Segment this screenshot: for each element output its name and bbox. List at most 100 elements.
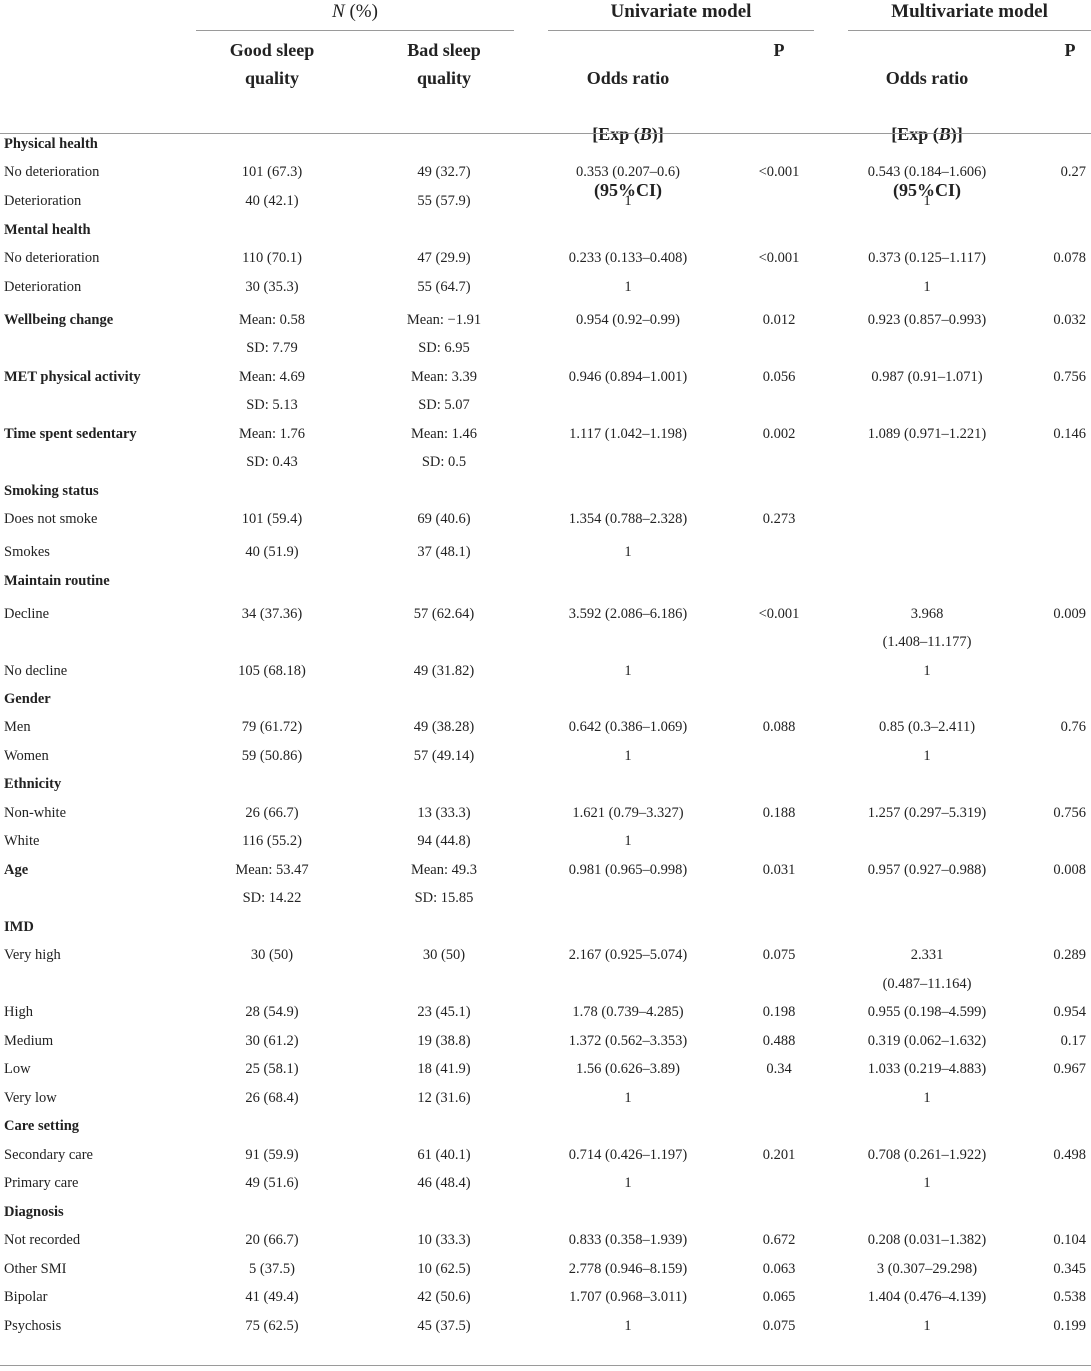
univariate-or-cell: 2.778 (0.946–8.159) (568, 1261, 688, 1277)
univariate-p-cell: 0.273 (762, 511, 796, 527)
table-row: Does not smoke 101 (59.4) 69 (40.6) 1.354 (… (0, 505, 1091, 533)
univariate-or-cell: 1.707 (0.968–3.011) (569, 1289, 687, 1305)
univariate-or-cell: 1.621 (0.79–3.327) (572, 805, 684, 821)
row-label: Low (4, 1061, 31, 1077)
n-percent-group-header: N (%) (196, 0, 514, 24)
univariate-p-cell: 0.672 (762, 1232, 796, 1248)
n-percent-suffix: (%) (344, 1, 378, 22)
multivariate-or-cell: 3.968 (910, 606, 944, 622)
section-label: IMD (4, 919, 34, 935)
multivariate-p-cell: 0.17 (1060, 1033, 1086, 1049)
multivariate-p-header: P (1064, 40, 1076, 60)
univariate-or-cell: 1 (624, 663, 632, 679)
multivariate-or-cell: 1 (923, 1175, 931, 1191)
bad-sleep-cell: 10 (33.3) (417, 1232, 471, 1248)
row-label: Other SMI (4, 1261, 67, 1277)
multivariate-p-cell: 0.345 (1053, 1261, 1086, 1277)
row-label: Not recorded (4, 1232, 81, 1248)
multivariate-p-cell: 0.27 (1060, 164, 1086, 180)
row-label: Smokes (4, 544, 50, 560)
bad-sleep-cell: Mean: 3.39 (410, 369, 478, 385)
row-label: White (4, 833, 40, 849)
univariate-or-cell: 0.946 (0.894–1.001) (568, 369, 688, 385)
n-group-underline (196, 30, 514, 31)
univariate-or-cell: 0.981 (0.965–0.998) (568, 862, 688, 878)
multivariate-or-cell: 1 (923, 1318, 931, 1334)
multivariate-or-cell: 1 (923, 1090, 931, 1106)
multivariate-or-cell: 0.543 (0.184–1.606) (867, 164, 987, 180)
multivariate-or-cell: (1.408–11.177) (882, 634, 972, 650)
section-row: Wellbeing change Mean: 0.58 Mean: −1.91 0.9… (0, 306, 1091, 334)
bad-sleep-cell: 45 (37.5) (417, 1318, 471, 1334)
multivariate-or-cell: 0.373 (0.125–1.117) (868, 250, 986, 266)
section-row: Mental health (0, 216, 1091, 244)
bad-sleep-cell: 46 (48.4) (417, 1175, 471, 1191)
multivariate-or-cell: 1.033 (0.219–4.883) (867, 1061, 987, 1077)
table-row: White 116 (55.2) 94 (44.8) 1 (0, 827, 1091, 855)
bad-sleep-cell: Mean: 1.46 (410, 426, 478, 442)
good-sleep-cell: Mean: 0.58 (238, 312, 306, 328)
univariate-or-cell: 0.833 (0.358–1.939) (568, 1232, 688, 1248)
univariate-or-cell: 1.117 (1.042–1.198) (569, 426, 687, 442)
good-sleep-cell: Mean: 1.76 (238, 426, 306, 442)
univariate-p-header: P (773, 40, 785, 60)
good-sleep-cell: SD: 14.22 (242, 890, 302, 906)
univariate-or-line3: (95%CI) (594, 180, 662, 200)
multivariate-or-cell: 1.257 (0.297–5.319) (867, 805, 987, 821)
univariate-or-cell: 1 (624, 833, 632, 849)
multivariate-p-cell: 0.756 (1053, 369, 1086, 385)
bad-sleep-cell: 19 (38.8) (417, 1033, 471, 1049)
multivariate-p-cell: 0.199 (1053, 1318, 1086, 1334)
row-label: No deterioration (4, 250, 100, 266)
multivariate-p-cell: 0.032 (1053, 312, 1086, 328)
univariate-p-cell: 0.012 (762, 312, 796, 328)
univariate-or-cell: 0.642 (0.386–1.069) (568, 719, 688, 735)
good-sleep-cell: 91 (59.9) (245, 1147, 299, 1163)
bad-sleep-cell: 12 (31.6) (417, 1090, 471, 1106)
good-sleep-cell: 26 (66.7) (245, 805, 299, 821)
section-label: Care setting (4, 1118, 80, 1134)
good-sleep-cell: 105 (68.18) (238, 663, 306, 679)
bad-sleep-cell: 37 (48.1) (417, 544, 471, 560)
row-label: No decline (4, 663, 68, 679)
univariate-or-cell: 1 (624, 1090, 632, 1106)
row-label: High (4, 1004, 33, 1020)
table-row: Deterioration 30 (35.3) 55 (64.7) 1 1 (0, 273, 1091, 301)
bad-sleep-cell: 10 (62.5) (417, 1261, 471, 1277)
section-row: Ethnicity (0, 770, 1091, 798)
univariate-p-cell: <0.001 (758, 164, 800, 180)
row-label: Non-white (4, 805, 67, 821)
bad-sleep-cell: SD: 15.85 (414, 890, 474, 906)
section-label: Smoking status (4, 483, 99, 499)
good-sleep-cell: 101 (67.3) (241, 164, 303, 180)
section-row: Age Mean: 53.47 Mean: 49.3 0.981 (0.965–0.9… (0, 856, 1091, 884)
multivariate-or-cell: 0.319 (0.062–1.632) (867, 1033, 987, 1049)
section-row: Gender (0, 685, 1091, 713)
multivariate-model-header: Multivariate model (891, 1, 1048, 22)
multivariate-or-cell: 1.404 (0.476–4.139) (867, 1289, 987, 1305)
table-row: (1.408–11.177) (0, 628, 1091, 656)
section-row: Care setting (0, 1112, 1091, 1140)
table-row: SD: 14.22 SD: 15.85 (0, 884, 1091, 912)
univariate-p-cell: 0.188 (762, 805, 796, 821)
n-letter: N (332, 1, 345, 22)
row-label: Women (4, 748, 49, 764)
bad-sleep-cell: 69 (40.6) (417, 511, 471, 527)
section-label: Diagnosis (4, 1204, 64, 1220)
multivariate-p-cell: 0.146 (1053, 426, 1086, 442)
table-row: Men 79 (61.72) 49 (38.28) 0.642 (0.386–1.06… (0, 713, 1091, 741)
table-row: No deterioration 101 (67.3) 49 (32.7) 0.353… (0, 158, 1091, 186)
univariate-or-line2: [Exp (B)] (592, 124, 664, 144)
section-row: Diagnosis (0, 1198, 1091, 1226)
bad-sleep-cell: 49 (38.28) (413, 719, 475, 735)
section-label: Physical health (4, 136, 98, 152)
univariate-p-cell: 0.065 (762, 1289, 796, 1305)
section-row: Time spent sedentary Mean: 1.76 Mean: 1.46… (0, 420, 1091, 448)
multivariate-or-line1: Odds ratio (885, 68, 969, 88)
good-sleep-cell: 110 (70.1) (242, 250, 302, 266)
multivariate-or-line3: (95%CI) (893, 180, 961, 200)
row-label: Deterioration (4, 279, 82, 295)
table-row: SD: 7.79 SD: 6.95 (0, 334, 1091, 362)
table-row: Very high 30 (50) 30 (50) 2.167 (0.925–5.07… (0, 941, 1091, 969)
multivariate-or-cell: 0.208 (0.031–1.382) (867, 1232, 987, 1248)
